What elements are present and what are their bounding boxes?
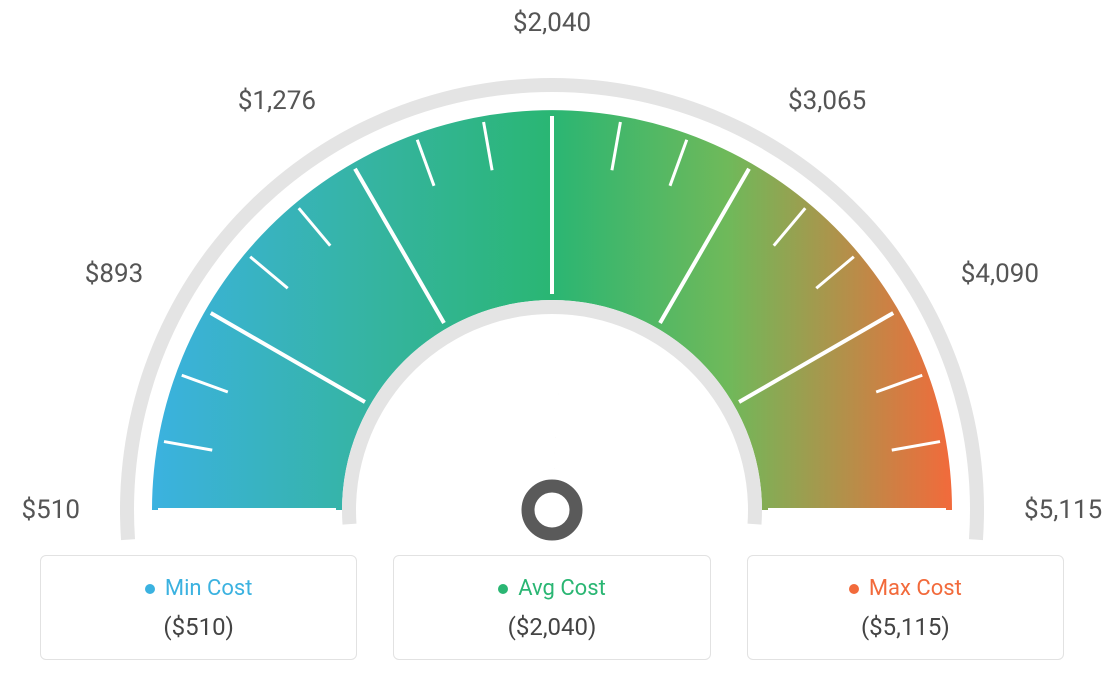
legend-card-min: Min Cost ($510) [40, 555, 357, 660]
max-dot-icon [849, 584, 859, 594]
gauge-tick-label: $4,090 [961, 259, 1039, 289]
gauge-tick-label: $510 [22, 495, 80, 525]
gauge-tick-label: $2,040 [513, 8, 591, 38]
gauge-svg [0, 20, 1104, 560]
legend-value-avg: ($2,040) [404, 613, 699, 641]
legend-title-row: Min Cost [51, 576, 346, 601]
legend-value-min: ($510) [51, 613, 346, 641]
legend-title-max: Max Cost [869, 576, 962, 601]
gauge-area: $510$893$1,276$2,040$3,065$4,090$5,115 [0, 20, 1104, 560]
gauge-tick-label: $5,115 [1024, 495, 1102, 525]
gauge-tick-label: $1,276 [238, 86, 316, 116]
legend-title-avg: Avg Cost [518, 576, 606, 601]
chart-container: $510 $893 $1,276 $2,040 $3,065 $4,090 $5,115 M… [0, 0, 1104, 690]
legend-card-avg: Avg Cost ($2,040) [393, 555, 710, 660]
avg-dot-icon [498, 584, 508, 594]
min-dot-icon [145, 584, 155, 594]
legend-value-max: ($5,115) [758, 613, 1053, 641]
gauge-tick-label: $893 [85, 259, 143, 289]
gauge-tick-label: $3,065 [788, 86, 866, 116]
legend-title-row: Max Cost [758, 576, 1053, 601]
legend-title-row: Avg Cost [404, 576, 699, 601]
legend-row: Min Cost ($510) Avg Cost ($2,040) Max Co… [0, 555, 1104, 660]
legend-title-min: Min Cost [165, 576, 253, 601]
legend-card-max: Max Cost ($5,115) [747, 555, 1064, 660]
